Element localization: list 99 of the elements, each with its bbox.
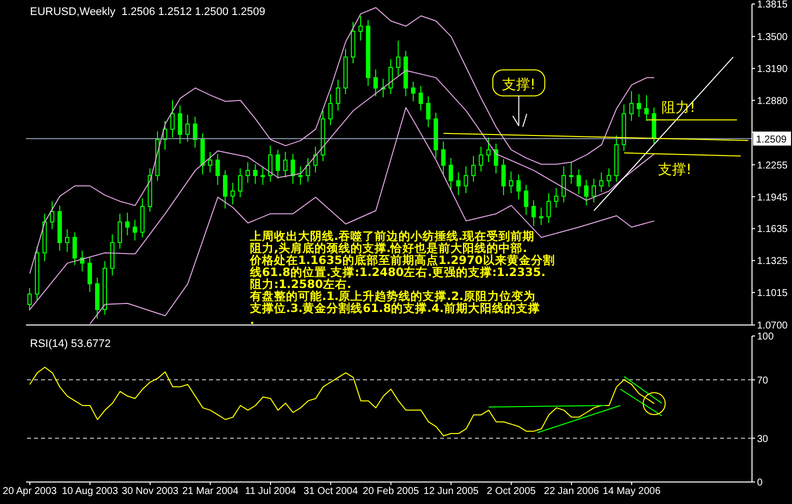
candlestick (373, 68, 378, 97)
x-tick-label: 20 Apr 2003 (2, 486, 58, 498)
y-tick-label: 1.0700 (757, 320, 788, 332)
annotation: 支撑! (658, 162, 692, 178)
y-tick-label: 1.1325 (757, 256, 788, 268)
y-tick-label: 70 (757, 375, 769, 386)
candlestick (185, 114, 190, 142)
candlestick (411, 81, 416, 102)
annotation: 线61.8的位置.支撑:1.2480左右.更强的支撑:1.2335. (250, 265, 546, 279)
candlestick (283, 151, 288, 178)
candlestick (306, 158, 310, 182)
x-tick-label: 10 Aug 2003 (62, 486, 118, 498)
candlestick (276, 149, 280, 180)
candlestick (192, 116, 198, 148)
candlestick (599, 172, 604, 193)
candlestick (268, 145, 273, 182)
candlestick (178, 105, 182, 144)
annotation: 阻力,头肩底的颈线的支撑.恰好也是前大阳线的中部. (250, 241, 528, 255)
x-tick-label: 11 Jul 2004 (245, 486, 296, 498)
candlestick (358, 15, 363, 42)
candlestick (592, 178, 596, 203)
y-tick-label: 30 (757, 434, 769, 445)
annotation: 阻力:1.2580左右. (250, 277, 352, 291)
candlestick (486, 136, 491, 163)
chart-title: EURUSD,Weekly 1.2506 1.2512 1.2500 1.2509 (30, 6, 266, 18)
annotation: 有盘整的可能.1.原上升趋势线的支撑.2.原阻力位变为 (250, 289, 536, 303)
candlestick (222, 170, 228, 210)
chart-title: RSI(14) 53.6772 (30, 338, 111, 350)
annotation: 上周收出大阴线.吞噬了前边的小纺捶线.现在受到前期 (250, 229, 536, 243)
candlestick (50, 200, 54, 230)
candlestick (230, 182, 235, 205)
candlestick (64, 228, 70, 252)
candlestick (538, 207, 544, 226)
y-tick-label: 1.1635 (757, 224, 788, 236)
candlestick (118, 213, 122, 250)
candlestick (396, 40, 400, 76)
candlestick (336, 79, 340, 112)
candlestick (441, 141, 446, 176)
y-tick-label: 1.1015 (757, 288, 788, 300)
x-tick-label: 31 Oct 2004 (303, 486, 358, 498)
candlestick (456, 172, 461, 196)
y-tick-label: 1.3190 (757, 64, 788, 75)
candlestick (260, 166, 265, 186)
candlestick (524, 184, 528, 216)
candlestick (253, 164, 258, 184)
candlestick (238, 168, 242, 198)
candlestick (132, 219, 138, 241)
y-tick-label: 1.2255 (757, 160, 788, 172)
candlestick (508, 170, 514, 194)
annotation: 支撑! (502, 76, 536, 93)
candlestick (644, 94, 649, 122)
y-tick-label: 1.3815 (757, 0, 788, 11)
candlestick (636, 94, 642, 118)
x-tick-label: 30 Nov 2003 (122, 486, 179, 498)
x-tick-label: 20 Feb 2005 (362, 486, 420, 498)
candlestick (569, 162, 574, 184)
candlestick (501, 158, 506, 196)
candlestick (72, 232, 77, 266)
y-tick-label: 1.2880 (757, 96, 788, 107)
candlestick (531, 200, 536, 227)
candlestick (328, 94, 333, 126)
candlestick (298, 166, 303, 186)
annotation: . (250, 313, 254, 327)
candlestick (246, 162, 250, 184)
candlestick (629, 90, 634, 122)
x-tick-label: 21 Mar 2004 (182, 486, 239, 498)
ref-line-label: 1.2509 (756, 134, 788, 146)
candlestick (125, 212, 130, 236)
candlestick (464, 166, 468, 194)
candlestick (554, 187, 558, 208)
candlestick (471, 156, 476, 182)
candlestick (88, 256, 92, 293)
x-tick-label: 2 Oct 2005 (486, 486, 536, 498)
candlestick (576, 168, 581, 195)
x-tick-label: 22 Jan 2006 (544, 486, 600, 498)
candlestick (27, 287, 32, 312)
candlestick (584, 179, 588, 206)
candlestick (516, 174, 521, 200)
candlestick (426, 96, 430, 128)
candlestick (546, 192, 551, 224)
candlestick (448, 158, 454, 191)
candlestick (562, 166, 566, 203)
y-tick-label: 100 (757, 332, 774, 343)
candlestick (388, 58, 393, 95)
y-tick-label: 1.3500 (757, 32, 788, 44)
line-series (89, 107, 655, 324)
candlestick (606, 168, 612, 188)
annotation: 价格处在1.1635的底部至前期高点1.2970以来黄金分割 (250, 253, 555, 267)
candlestick (478, 146, 484, 172)
candlestick (215, 153, 220, 186)
annotation: 阻力! (662, 100, 696, 116)
candlestick (208, 151, 212, 173)
y-tick-label: 1.1945 (757, 192, 788, 204)
candlestick (290, 153, 296, 184)
x-tick-label: 14 May 2006 (602, 486, 661, 498)
y-tick-label: 0 (757, 478, 763, 489)
annotation: 支撑位.3.黄金分割线61.8的支撑.4.前期大阳线的支撑 (250, 301, 541, 315)
candlestick (418, 85, 423, 112)
x-tick-label: 12 Jun 2005 (424, 486, 480, 498)
